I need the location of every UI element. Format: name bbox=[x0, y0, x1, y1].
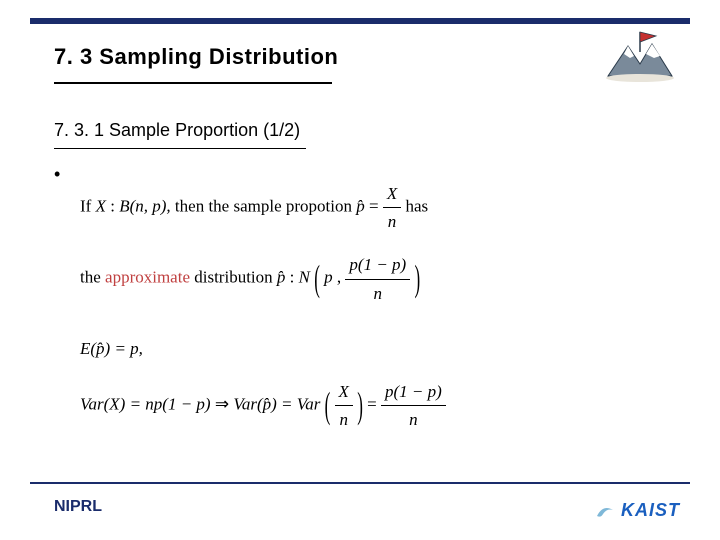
slide-title: 7. 3 Sampling Distribution bbox=[54, 44, 338, 70]
math-line-3: E(p̂) = p, bbox=[80, 335, 660, 362]
top-divider bbox=[30, 18, 690, 24]
var-phat-head: Var(p̂) = Var bbox=[233, 395, 320, 414]
rparen-icon: ) bbox=[414, 249, 420, 309]
text-then: then the sample propotion bbox=[175, 197, 356, 216]
text-has: has bbox=[405, 197, 428, 216]
outer-den: n bbox=[381, 406, 446, 433]
bullet-marker: • bbox=[54, 164, 60, 185]
var-x: X bbox=[96, 197, 106, 216]
eq: = bbox=[369, 197, 383, 216]
binomial-dist: B(n, p), bbox=[119, 197, 170, 216]
text-approximate: approximate bbox=[105, 268, 190, 287]
text-if: If bbox=[80, 197, 96, 216]
frac-den: n bbox=[383, 208, 401, 235]
kaist-text: KAIST bbox=[621, 500, 680, 520]
math-line-4: Var(X) = np(1 − p) ⇒ Var(p̂) = Var ( X n… bbox=[80, 378, 660, 433]
slide: 7. 3 Sampling Distribution 7. 3. 1 Sampl… bbox=[0, 0, 720, 540]
colon: : bbox=[110, 197, 119, 216]
footer-left-label: NIPRL bbox=[54, 498, 102, 516]
math-line-1: If X : B(n, p), then the sample propotio… bbox=[80, 180, 660, 235]
fraction-variance: p(1 − p) n bbox=[345, 251, 410, 306]
title-underline bbox=[54, 82, 332, 84]
comma: , bbox=[337, 268, 346, 287]
outer-num: p(1 − p) bbox=[381, 378, 446, 406]
colon-2: : bbox=[290, 268, 299, 287]
eq-2: = bbox=[367, 395, 381, 414]
math-line-2: the approximate distribution p̂ : N ( p … bbox=[80, 251, 660, 306]
normal-n: N bbox=[299, 268, 310, 287]
slide-subtitle: 7. 3. 1 Sample Proportion (1/2) bbox=[54, 120, 300, 141]
phat: p̂ bbox=[356, 197, 365, 216]
frac-den-2: n bbox=[345, 280, 410, 307]
footer-divider bbox=[30, 482, 690, 484]
rparen-2-icon: ) bbox=[357, 376, 363, 436]
fraction-x-n: X n bbox=[383, 180, 401, 235]
subtitle-underline bbox=[54, 148, 306, 149]
lparen-2-icon: ( bbox=[325, 376, 331, 436]
swirl-icon bbox=[593, 502, 617, 522]
expectation: E(p̂) = p, bbox=[80, 339, 143, 358]
text-the: the bbox=[80, 268, 105, 287]
text-distribution: distribution bbox=[194, 268, 277, 287]
fraction-inner: X n bbox=[335, 378, 353, 433]
var-x-eq: Var(X) = np(1 − p) bbox=[80, 395, 211, 414]
footer-logo: KAIST bbox=[593, 500, 680, 522]
arrow-icon: ⇒ bbox=[215, 395, 234, 414]
math-content: If X : B(n, p), then the sample propotio… bbox=[80, 180, 660, 433]
phat-2: p̂ bbox=[277, 268, 286, 287]
inner-den: n bbox=[335, 406, 353, 433]
inner-num: X bbox=[335, 378, 353, 406]
frac-num: X bbox=[383, 180, 401, 208]
frac-num-2: p(1 − p) bbox=[345, 251, 410, 279]
lparen-icon: ( bbox=[314, 249, 320, 309]
arg-p: p bbox=[324, 268, 333, 287]
fraction-outer: p(1 − p) n bbox=[381, 378, 446, 433]
mountain-flag-icon bbox=[600, 26, 688, 86]
